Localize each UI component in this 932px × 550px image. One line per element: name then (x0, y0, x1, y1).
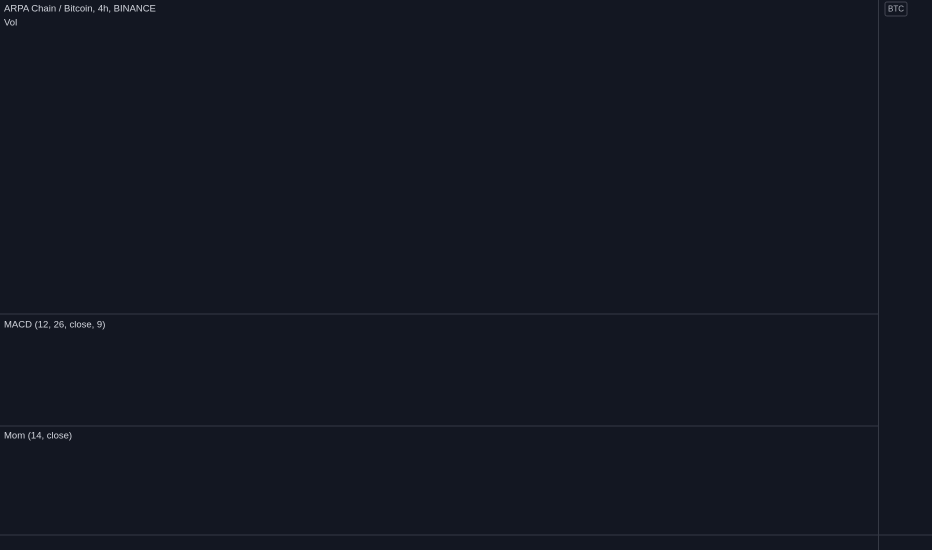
mom-legend[interactable]: Mom (14, close) (4, 431, 72, 442)
currency-label[interactable]: BTC (888, 5, 904, 14)
symbol-title[interactable]: ARPA Chain / Bitcoin, 4h, BINANCE (4, 4, 156, 15)
volume-legend[interactable]: Vol (4, 18, 17, 29)
currency-button[interactable] (884, 1, 908, 17)
macd-legend[interactable]: MACD (12, 26, close, 9) (4, 320, 105, 331)
